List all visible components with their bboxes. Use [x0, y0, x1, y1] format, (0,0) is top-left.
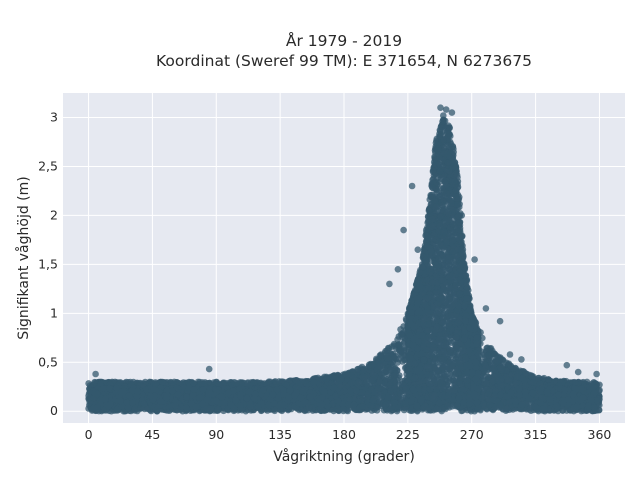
data-point — [397, 326, 404, 333]
data-point — [485, 374, 492, 381]
data-point — [272, 378, 279, 385]
data-point — [244, 380, 251, 387]
data-point — [492, 351, 499, 358]
data-point — [266, 378, 273, 385]
chart-title: År 1979 - 2019 — [286, 31, 402, 50]
data-point — [376, 379, 383, 386]
chart-subtitle: Koordinat (Sweref 99 TM): E 371654, N 62… — [156, 52, 532, 70]
data-point — [159, 379, 166, 386]
data-point — [545, 376, 552, 383]
